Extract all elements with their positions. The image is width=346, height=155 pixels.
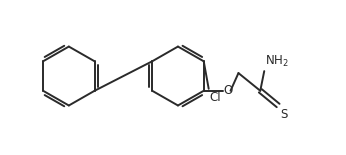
Text: Cl: Cl	[210, 91, 221, 104]
Text: S: S	[280, 108, 288, 121]
Text: O: O	[224, 84, 233, 97]
Text: NH$_2$: NH$_2$	[265, 54, 289, 69]
